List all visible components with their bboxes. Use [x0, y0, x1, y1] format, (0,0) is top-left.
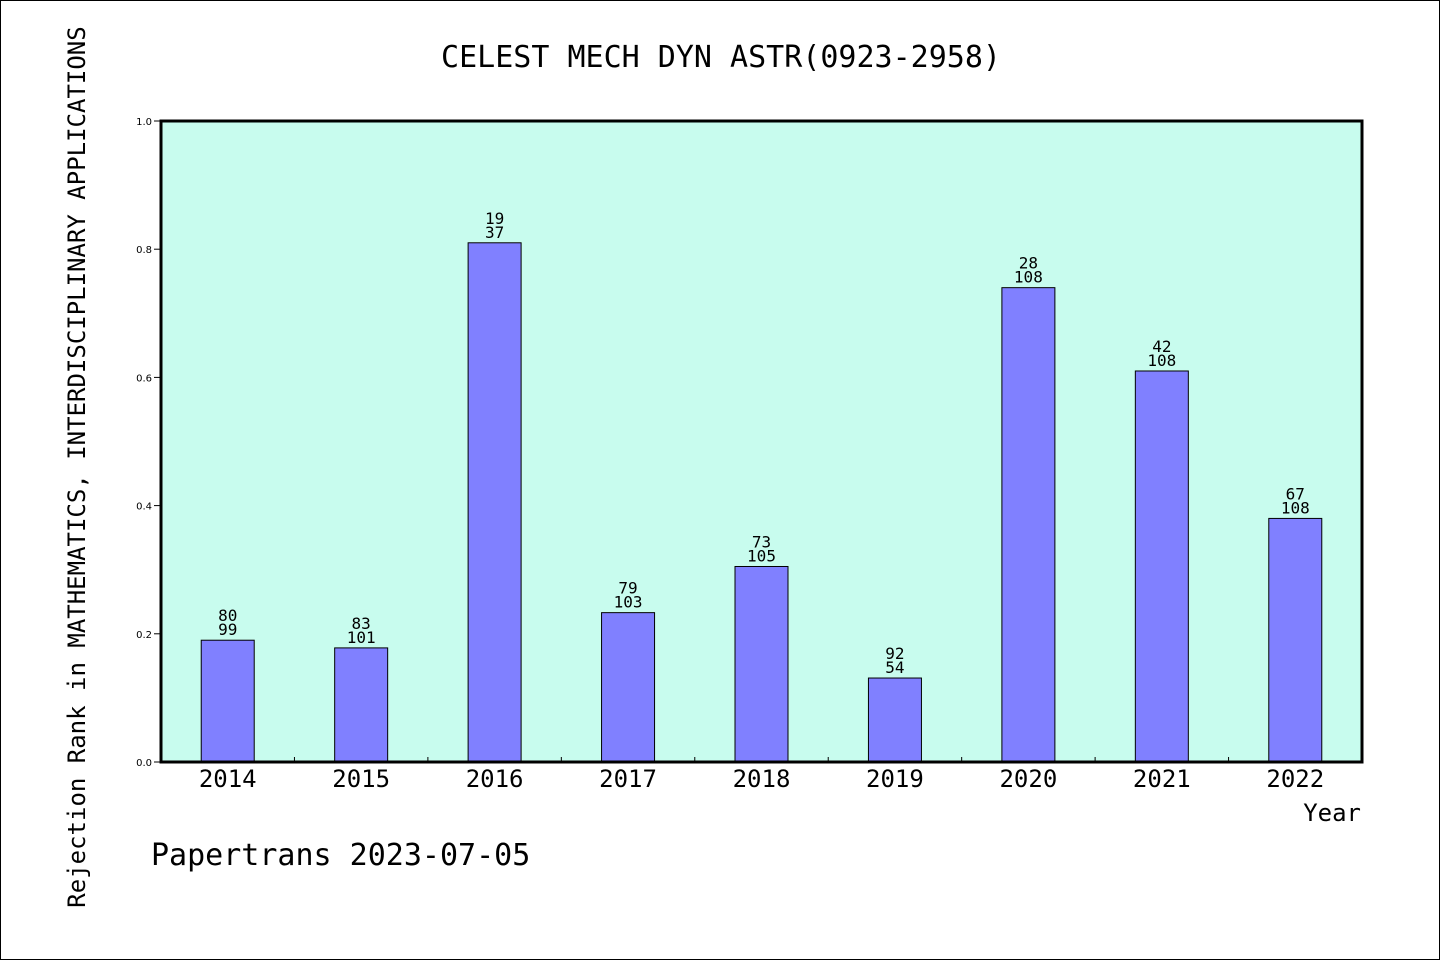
- y-tick-label: 1.0: [136, 117, 152, 128]
- watermark-text: Papertrans 2023-07-05: [151, 838, 530, 873]
- bar-label-bottom-2021: 108: [1147, 351, 1176, 370]
- bar-label-top-2022: 67: [1286, 484, 1305, 503]
- bar-label-bottom-2017: 103: [614, 593, 643, 612]
- x-tick-label-2015: 2015: [332, 765, 390, 793]
- x-tick-label-2014: 2014: [199, 765, 257, 793]
- x-tick-label-2020: 2020: [999, 765, 1057, 793]
- chart-title: CELEST MECH DYN ASTR(0923-2958): [441, 40, 1001, 75]
- bar-label-top-2019: 92: [885, 644, 904, 663]
- y-tick-label: 0.8: [136, 245, 152, 256]
- y-tick-label: 0.2: [136, 630, 152, 641]
- bar-2015: [334, 647, 389, 763]
- bar-label-bottom-2022: 108: [1281, 498, 1310, 517]
- bar-2014: [200, 639, 255, 763]
- x-tick-label-2016: 2016: [466, 765, 524, 793]
- bar-label-top-2018: 73: [752, 532, 771, 551]
- plot-border: [159, 119, 1364, 764]
- bar-label-top-2017: 79: [618, 579, 637, 598]
- y-axis-label: Rejection Rank in MATHEMATICS, INTERDISC…: [63, 26, 91, 907]
- bar-2017: [601, 612, 656, 763]
- y-tick-label: 0.4: [136, 502, 152, 513]
- x-axis-label: Year: [1303, 799, 1361, 827]
- bar-label-bottom-2019: 54: [885, 658, 904, 677]
- bar-label-top-2020: 28: [1019, 254, 1038, 273]
- bar-label-bottom-2018: 105: [747, 546, 776, 565]
- bar-2016: [467, 242, 522, 763]
- bar-label-bottom-2016: 37: [485, 223, 504, 242]
- bar-label-bottom-2015: 101: [347, 628, 376, 647]
- bar-2022: [1268, 517, 1323, 763]
- bar-label-top-2015: 83: [352, 614, 371, 633]
- x-tick-label-2019: 2019: [866, 765, 924, 793]
- y-tick-label: 0.6: [136, 373, 152, 384]
- x-axis-ticks: 2014 2015 2016 2017 2018 2019 2020 2021 2022: [199, 757, 1324, 793]
- bar-label-bottom-2020: 108: [1014, 268, 1043, 287]
- bar-2018: [734, 565, 789, 763]
- x-tick-label-2018: 2018: [733, 765, 791, 793]
- bar-2021: [1134, 370, 1189, 763]
- bar-label-top-2016: 19: [485, 209, 504, 228]
- bar-2020: [1001, 287, 1056, 763]
- x-tick-label-2021: 2021: [1133, 765, 1191, 793]
- bar-label-top-2014: 80: [218, 606, 237, 625]
- x-tick-label-2022: 2022: [1266, 765, 1324, 793]
- bar-label-bottom-2014: 99: [218, 620, 237, 639]
- bar-2019: [867, 677, 922, 763]
- bar-label-top-2021: 42: [1152, 337, 1171, 356]
- y-axis-ticks: 0.0 0.2 0.4 0.6 0.8 1.0: [136, 117, 161, 769]
- x-tick-label-2017: 2017: [599, 765, 657, 793]
- y-tick-label: 0.0: [136, 758, 152, 769]
